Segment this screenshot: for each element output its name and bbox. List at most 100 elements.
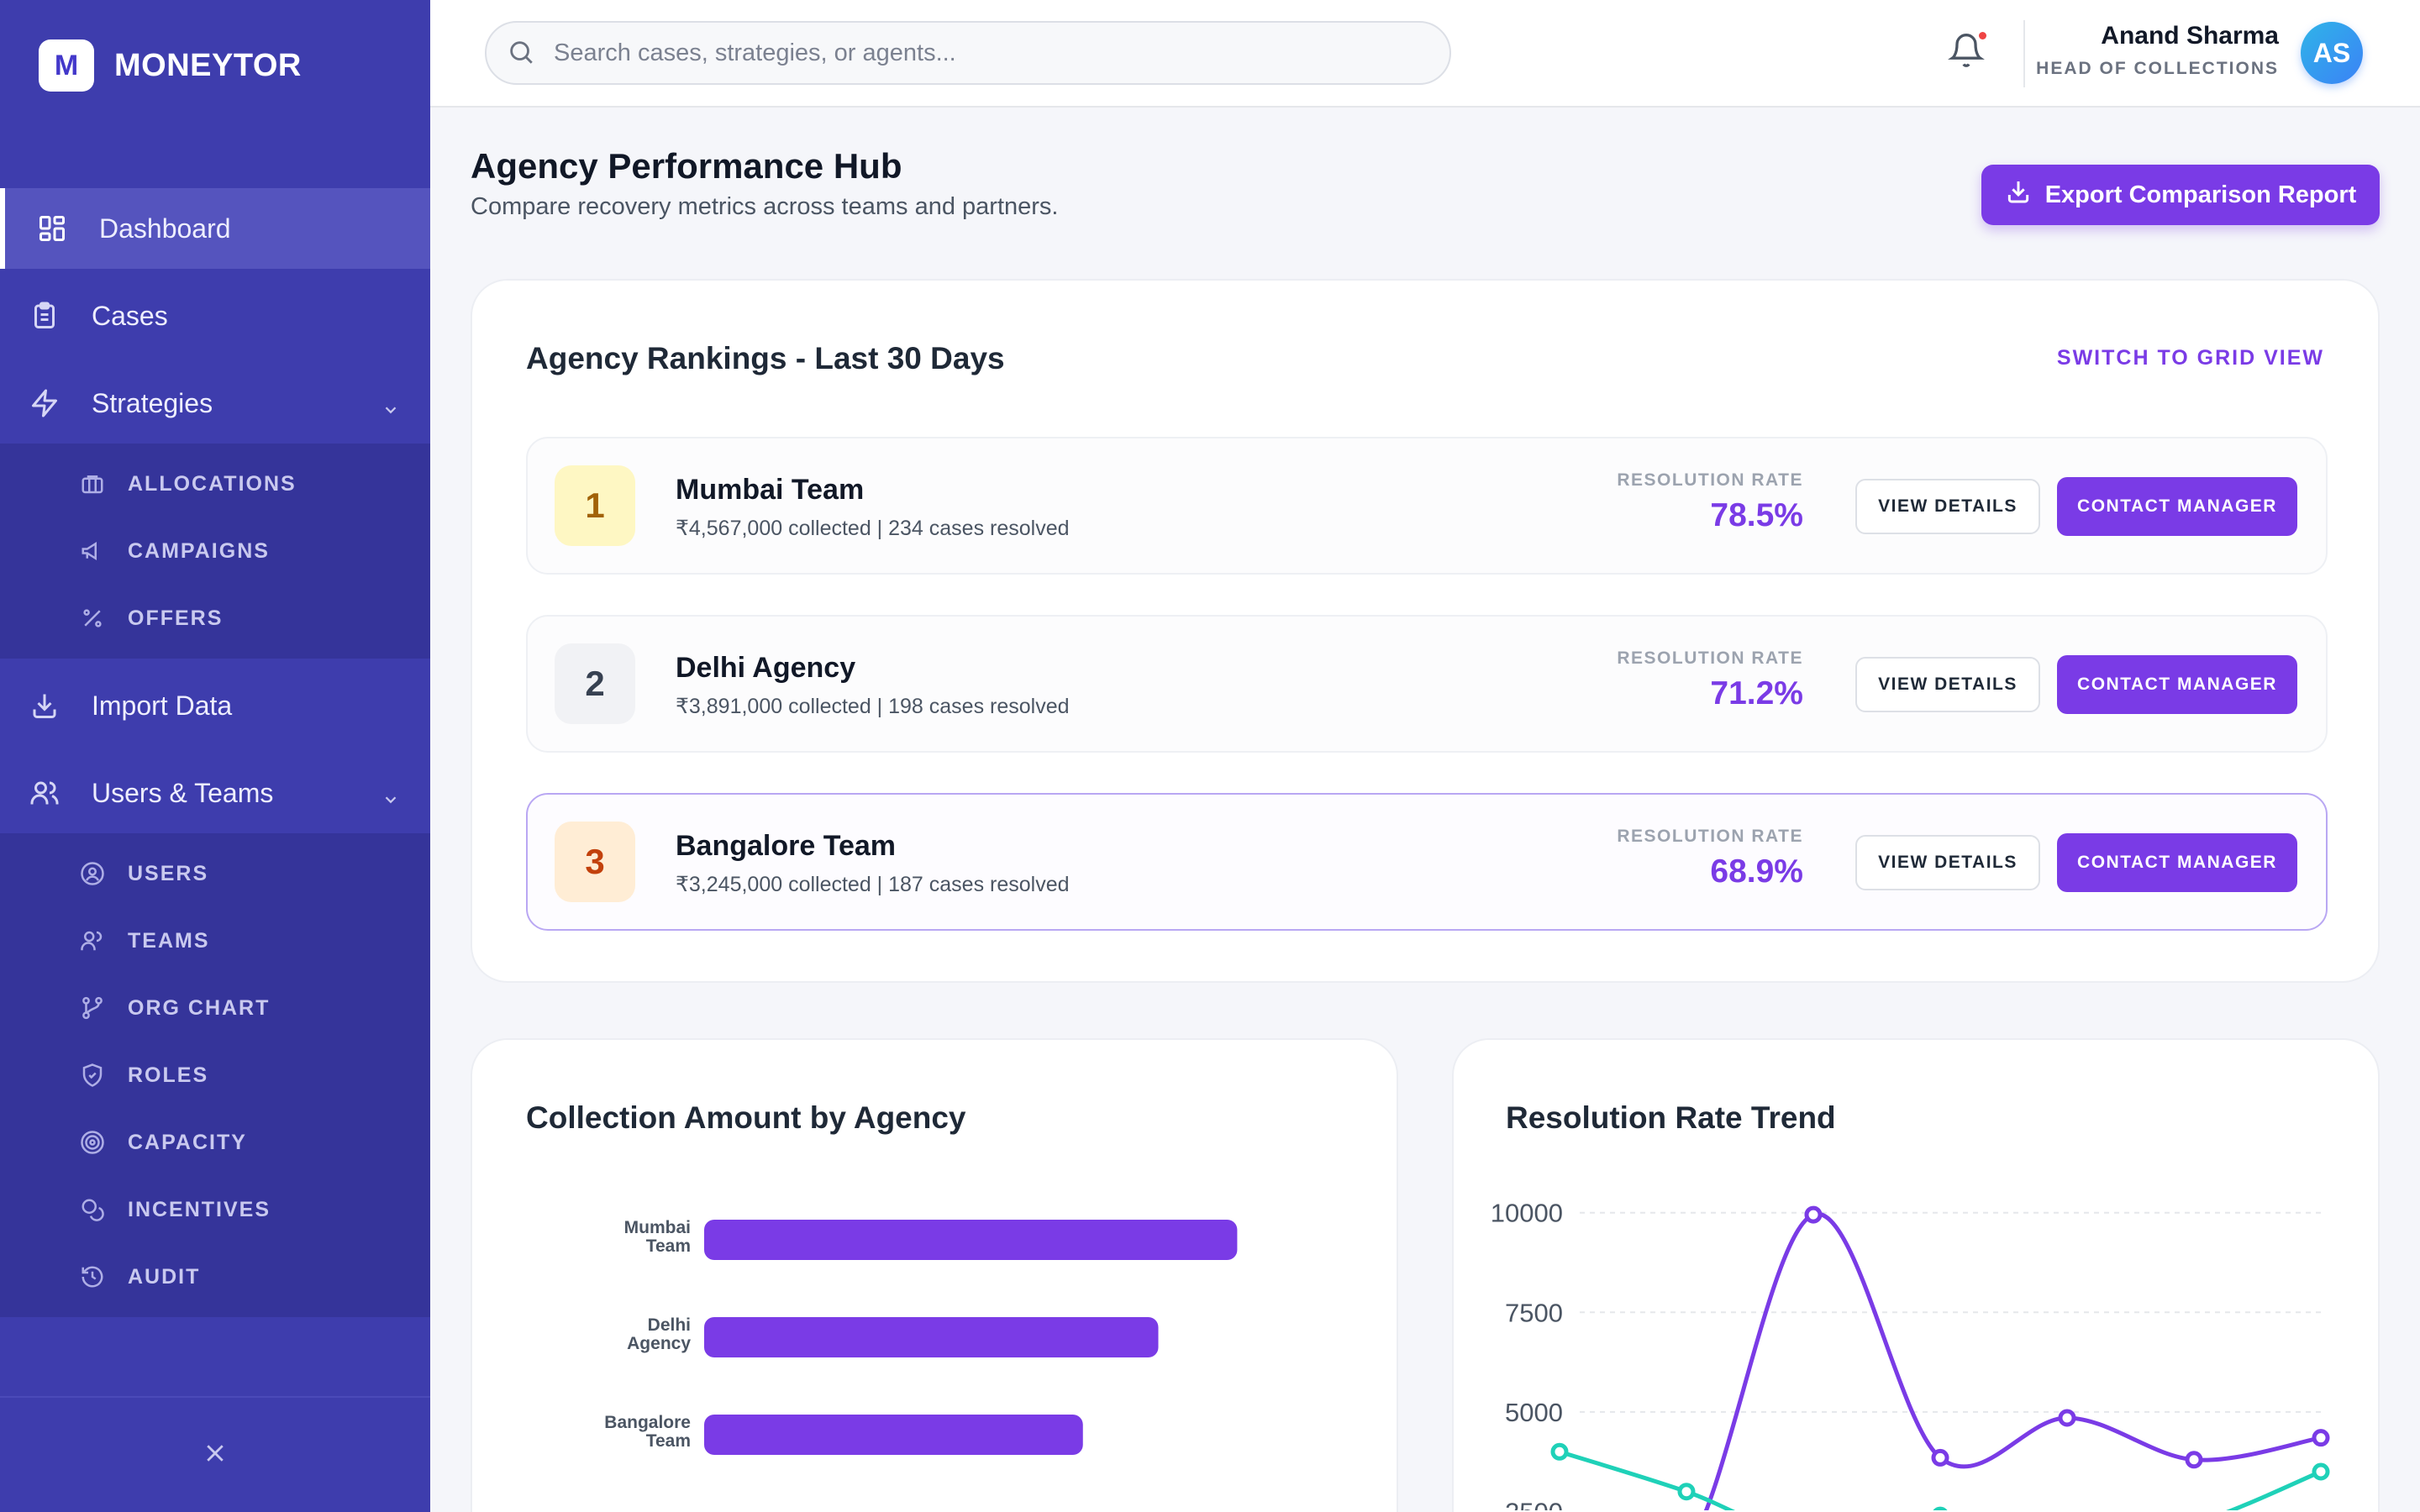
notification-bell-icon[interactable] (1948, 32, 1990, 74)
sidebar-item-users-teams[interactable]: Users & Teams (0, 753, 430, 833)
megaphone-icon (79, 538, 106, 564)
user-circle-icon (79, 860, 106, 887)
sidebar-footer (0, 1396, 430, 1512)
coins-icon (79, 1196, 106, 1223)
data-point[interactable] (1804, 1205, 1823, 1224)
data-point[interactable] (2058, 1409, 2076, 1427)
category-label: Team (646, 1236, 691, 1256)
sidebar-item-import-data[interactable]: Import Data (0, 665, 430, 746)
chevron-down-icon[interactable] (381, 395, 400, 414)
sidebar-item-label: Dashboard (99, 213, 231, 244)
export-comparison-button[interactable]: Export Comparison Report (1981, 165, 2380, 225)
sidebar-subitem-capacity[interactable]: CAPACITY (0, 1109, 430, 1176)
team-name: Delhi Agency (676, 652, 856, 684)
target-icon (79, 1129, 106, 1156)
rank-badge: 2 (555, 643, 635, 724)
team-meta: ₹3,245,000 collected | 187 cases resolve… (676, 873, 1070, 896)
agency-rankings-card: Agency Rankings - Last 30 Days SWITCH TO… (471, 279, 2380, 983)
view-details-button[interactable]: VIEW DETAILS (1855, 657, 2040, 712)
data-point[interactable] (1931, 1448, 1949, 1467)
series-line (1703, 1211, 2322, 1510)
bar[interactable] (704, 1317, 1159, 1357)
search-bar[interactable] (485, 21, 1451, 85)
resolution-rate-value: 68.9% (1710, 853, 1803, 890)
data-point[interactable] (2312, 1462, 2330, 1481)
page-subtitle: Compare recovery metrics across teams an… (471, 193, 1059, 220)
team-icon (79, 927, 106, 954)
avatar[interactable]: AS (2301, 22, 2363, 84)
lightning-icon (28, 386, 61, 420)
team-meta: ₹4,567,000 collected | 234 cases resolve… (676, 517, 1070, 540)
data-point[interactable] (2312, 1429, 2330, 1447)
rankings-title: Agency Rankings - Last 30 Days (526, 341, 1005, 375)
chart-title: Collection Amount by Agency (526, 1100, 966, 1135)
team-name: Mumbai Team (676, 474, 865, 506)
bar[interactable] (704, 1415, 1083, 1455)
sidebar-item-label: Strategies (92, 387, 213, 418)
chart-title: Resolution Rate Trend (1506, 1100, 1836, 1135)
resolution-rate-value: 78.5% (1710, 497, 1803, 533)
switch-to-grid-view-link[interactable]: SWITCH TO GRID VIEW (2056, 346, 2324, 370)
download-icon (28, 689, 61, 722)
search-input[interactable] (554, 39, 1394, 67)
sidebar-subitem-org-chart[interactable]: ORG CHART (0, 974, 430, 1042)
ranking-row: 1 Mumbai Team ₹4,567,000 collected | 234… (526, 437, 2328, 575)
sidebar-subitem-offers[interactable]: OFFERS (0, 585, 430, 652)
view-details-button[interactable]: VIEW DETAILS (1855, 835, 2040, 890)
sidebar-item-cases[interactable]: Cases (0, 276, 430, 356)
rank-badge: 3 (555, 822, 635, 902)
bar[interactable] (704, 1220, 1238, 1260)
data-point[interactable] (1933, 1506, 1948, 1510)
category-label: Bangalore (604, 1413, 691, 1432)
divider (2023, 20, 2025, 87)
user-name[interactable]: Anand Sharma (2101, 22, 2279, 50)
sidebar-subitem-label: AUDIT (128, 1264, 201, 1289)
sidebar: M MONEYTOR Dashboard Cases Strategies AL… (0, 0, 430, 1512)
contact-manager-button[interactable]: CONTACT MANAGER (2057, 833, 2297, 892)
sidebar-subitem-label: TEAMS (128, 928, 210, 953)
sidebar-subitem-campaigns[interactable]: CAMPAIGNS (0, 517, 430, 585)
view-details-button[interactable]: VIEW DETAILS (1855, 479, 2040, 534)
sidebar-subitem-label: INCENTIVES (128, 1197, 271, 1221)
clipboard-icon (28, 299, 61, 333)
category-label: Mumbai (624, 1218, 691, 1237)
sidebar-subitem-allocations[interactable]: ALLOCATIONS (0, 450, 430, 517)
sidebar-subitem-label: CAMPAIGNS (128, 538, 270, 563)
y-tick-label: 5000 (1505, 1398, 1563, 1427)
sidebar-subitem-label: OFFERS (128, 606, 224, 630)
resolution-rate-trend-card: Resolution Rate Trend 10000 7500 5000 2500 (1452, 1038, 2380, 1512)
sidebar-subitem-teams[interactable]: TEAMS (0, 907, 430, 974)
rank-badge: 1 (555, 465, 635, 546)
close-icon[interactable] (203, 1441, 228, 1470)
team-name: Bangalore Team (676, 830, 897, 862)
search-icon (507, 38, 537, 68)
category-label: Delhi (648, 1315, 691, 1335)
sidebar-item-dashboard[interactable]: Dashboard (0, 188, 430, 269)
export-button-label: Export Comparison Report (2044, 181, 2357, 208)
sidebar-subitem-users[interactable]: USERS (0, 840, 430, 907)
contact-manager-button[interactable]: CONTACT MANAGER (2057, 655, 2297, 714)
data-point[interactable] (1550, 1442, 1569, 1461)
y-tick-label: 10000 (1491, 1199, 1563, 1228)
page-title: Agency Performance Hub (471, 146, 902, 186)
sidebar-item-strategies[interactable]: Strategies (0, 363, 430, 444)
briefcase-icon (79, 470, 106, 497)
download-icon (2005, 178, 2032, 212)
sidebar-subitem-incentives[interactable]: INCENTIVES (0, 1176, 430, 1243)
grid-icon (35, 212, 69, 245)
chevron-down-icon[interactable] (381, 785, 400, 804)
brand-logo: M (39, 39, 94, 92)
team-meta: ₹3,891,000 collected | 198 cases resolve… (676, 695, 1070, 718)
sidebar-subitem-audit[interactable]: AUDIT (0, 1243, 430, 1310)
contact-manager-button[interactable]: CONTACT MANAGER (2057, 477, 2297, 536)
shield-icon (79, 1062, 106, 1089)
brand[interactable]: M MONEYTOR (39, 39, 302, 92)
sidebar-subitem-roles[interactable]: ROLES (0, 1042, 430, 1109)
sidebar-subitem-label: ROLES (128, 1063, 209, 1087)
data-point[interactable] (1677, 1483, 1696, 1501)
y-tick-label: 2500 (1505, 1497, 1563, 1510)
data-point[interactable] (2185, 1451, 2203, 1469)
ranking-row: 2 Delhi Agency ₹3,891,000 collected | 19… (526, 615, 2328, 753)
topbar: Anand Sharma HEAD OF COLLECTIONS AS (430, 0, 2420, 108)
brand-name: MONEYTOR (114, 47, 302, 83)
